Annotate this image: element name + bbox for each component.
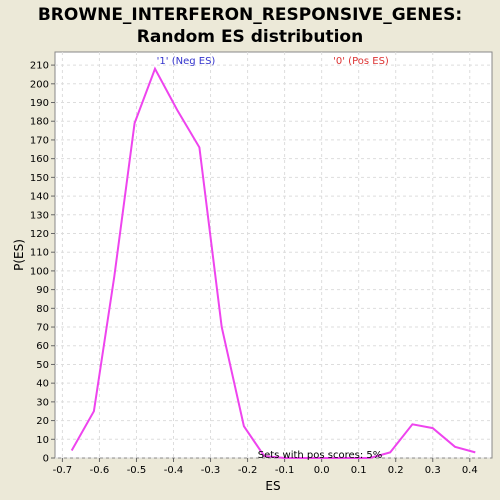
y-tick-label: 180 <box>30 117 49 128</box>
y-tick-label: 170 <box>30 135 49 146</box>
y-tick-label: 190 <box>30 98 49 109</box>
y-tick-label: 150 <box>30 173 49 184</box>
y-tick-label: 60 <box>36 341 49 352</box>
x-tick-label: -0.3 <box>201 465 221 476</box>
y-tick-label: 90 <box>36 285 49 296</box>
series-line <box>70 66 476 459</box>
x-tick-label: -0.4 <box>164 465 184 476</box>
y-tick-label: 140 <box>30 192 49 203</box>
y-tick-label: 20 <box>36 416 49 427</box>
y-tick-label: 10 <box>36 435 49 446</box>
x-tick-label: 0.3 <box>425 465 441 476</box>
chart-title-line-2: Random ES distribution <box>137 27 363 47</box>
y-tick-label: 30 <box>36 397 49 408</box>
y-tick-label: 130 <box>30 210 49 221</box>
y-tick-label: 160 <box>30 154 49 165</box>
y-tick-label: 50 <box>36 360 49 371</box>
x-tick-label: 0.1 <box>351 465 367 476</box>
x-axis-label: ES <box>265 479 280 493</box>
y-tick-label: 200 <box>30 79 49 90</box>
y-tick-label: 70 <box>36 323 49 334</box>
y-tick-label: 100 <box>30 266 49 277</box>
pos-es-label: '0' (Pos ES) <box>333 56 389 67</box>
x-tick-label: -0.2 <box>238 465 258 476</box>
y-tick-label: 80 <box>36 304 49 315</box>
pos-scores-annotation: Sets with pos scores: 5% <box>258 450 383 461</box>
plot-area <box>54 51 493 459</box>
chart-title-line-1: BROWNE_INTERFERON_RESPONSIVE_GENES: <box>38 5 462 25</box>
y-tick-label: 40 <box>36 379 49 390</box>
y-tick-label: 110 <box>30 248 49 259</box>
y-tick-label: 210 <box>30 61 49 72</box>
x-tick-label: 0.4 <box>462 465 478 476</box>
x-axis-ticks: -0.7 -0.6 -0.5 -0.4 -0.3 -0.2 -0.1 0.0 0.1 0.2 0.3… <box>53 458 478 476</box>
x-tick-label: -0.1 <box>275 465 295 476</box>
x-tick-label: 0.2 <box>388 465 404 476</box>
x-tick-label: 0.0 <box>314 465 330 476</box>
x-tick-label: -0.6 <box>90 465 110 476</box>
y-axis-label: P(ES) <box>12 239 26 271</box>
y-tick-label: 120 <box>30 229 49 240</box>
neg-es-label: '1' (Neg ES) <box>157 56 216 67</box>
x-tick-label: -0.7 <box>53 465 73 476</box>
y-axis-ticks: 0 10 20 30 40 50 60 70 80 90 100 110 120 130 140 150 160… <box>30 61 55 465</box>
x-tick-label: -0.5 <box>127 465 147 476</box>
y-tick-label: 0 <box>43 454 49 465</box>
